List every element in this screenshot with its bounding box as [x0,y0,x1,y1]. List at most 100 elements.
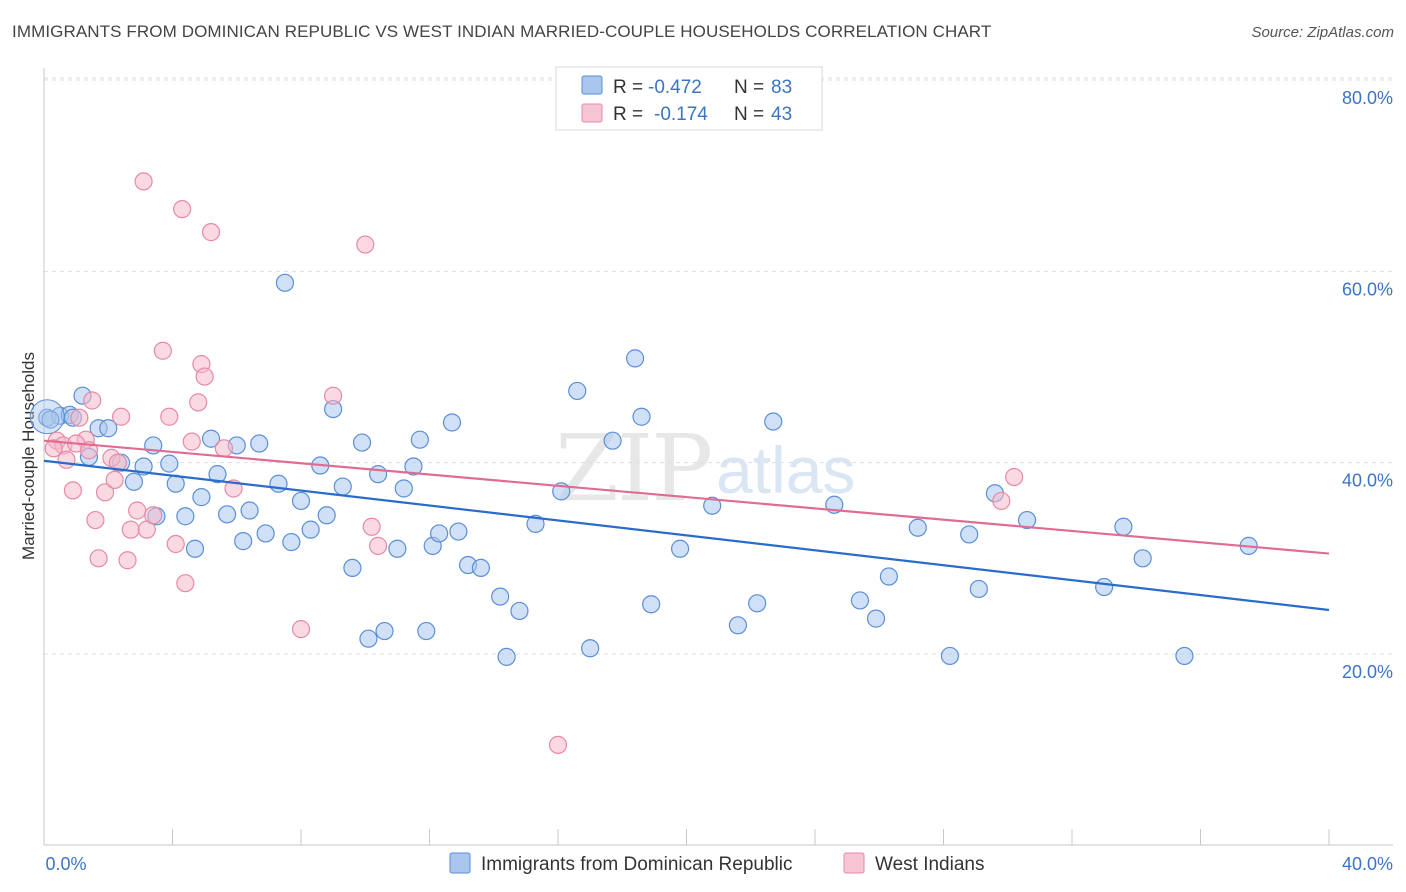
point-dominican-36 [352,433,372,452]
point-dominican-51 [491,587,510,606]
source-label: Source: ZipAtlas.com [1251,24,1394,41]
trend-line-west-indian [43,439,1330,555]
point-dominican-64 [728,616,748,635]
correlation-legend: R = -0.472 N = 83 R = -0.174 N = 43 [555,66,823,131]
legend-r-label-pink: R = [613,104,643,125]
point-west-indian-20 [160,407,179,426]
point-dominican-32 [317,506,336,525]
point-west-indian-23 [176,574,195,593]
point-dominican-23 [240,501,259,520]
point-dominican-38 [369,465,388,484]
point-dominican-22 [234,532,253,551]
point-dominican-35 [343,558,362,578]
point-dominican-24 [250,434,269,453]
point-dominican-28 [282,532,301,552]
chart-title: IMMIGRANTS FROM DOMINICAN REPUBLIC VS WE… [12,22,992,41]
point-dominican-43 [410,430,429,449]
point-west-indian-11 [105,470,124,489]
point-west-indian-12 [111,407,131,426]
point-west-indian-29 [214,439,233,458]
point-dominican-20 [218,505,237,524]
point-west-indian-28 [201,223,221,242]
point-west-indian-25 [189,393,208,412]
gridlines [44,77,1393,655]
point-dominican-37 [359,629,378,648]
point-dominican-15 [176,507,195,526]
point-dominican-54 [526,514,545,533]
watermark-atlas: atlas [716,433,855,507]
point-west-indian-39 [108,453,127,472]
point-dominican-80 [1175,646,1194,666]
point-dominican-82 [41,410,60,429]
point-west-indian-15 [128,501,147,520]
point-west-indian-18 [144,506,163,525]
point-dominican-39 [375,621,394,641]
point-west-indian-22 [173,200,192,219]
point-dominican-76 [1017,510,1037,530]
series-legend: Immigrants from Dominican Republic West … [449,852,984,875]
point-west-indian-9 [95,483,115,502]
point-dominican-68 [850,591,870,610]
point-dominican-58 [603,431,622,450]
point-dominican-61 [642,595,661,614]
point-west-indian-21 [166,534,185,554]
point-dominican-18 [201,429,221,448]
point-dominican-53 [497,647,516,666]
point-west-indian-38 [1005,467,1024,487]
x-tick-label-max: 40.0% [1342,854,1393,874]
y-tick-label-80: 80.0% [1342,88,1393,108]
point-west-indian-13 [118,551,137,570]
bottom-legend-swatch-blue [449,852,471,874]
point-dominican-16 [185,539,205,558]
point-dominican-9 [124,472,144,491]
point-west-indian-32 [324,386,343,405]
point-dominican-large [29,399,65,435]
y-axis-ticks: 20.0% 40.0% 60.0% 80.0% [1342,88,1393,682]
legend-n-value-pink: 43 [771,104,792,125]
point-west-indian-27 [195,367,214,386]
legend-swatch-pink [581,103,603,123]
point-west-indian-19 [153,341,172,360]
point-west-indian-6 [83,391,102,410]
point-dominican-60 [632,407,651,426]
point-dominican-52 [510,601,529,621]
point-dominican-27 [275,273,295,292]
y-tick-label-40: 40.0% [1342,471,1393,491]
point-dominican-41 [394,479,413,498]
legend-r-label-blue: R = [613,77,643,98]
legend-r-value-blue: -0.472 [648,77,702,98]
point-dominican-19 [208,465,227,484]
point-west-indian-34 [362,517,381,536]
point-dominican-57 [581,639,600,658]
point-dominican-30 [301,520,320,539]
legend-swatch-blue [581,75,603,95]
point-dominican-70 [879,567,898,586]
point-dominican-77 [1095,577,1114,597]
point-west-indian-35 [369,536,388,555]
point-west-indian-4 [70,408,89,427]
point-dominican-7 [99,419,118,438]
watermark-zip: ZIP [555,415,711,522]
point-dominican-44 [417,621,436,641]
y-axis-title: Married-couple Households [19,352,38,560]
point-dominican-48 [449,522,468,541]
point-dominican-59 [625,349,645,368]
point-dominican-34 [333,477,352,496]
point-west-indian-37 [992,491,1011,511]
x-tick-label-min: 0.0% [45,854,86,874]
point-dominican-78 [1114,517,1133,536]
point-dominican-40 [388,539,407,558]
point-dominican-42 [404,457,423,476]
point-dominican-50 [471,558,490,578]
point-west-indian-16 [134,172,153,191]
legend-r-value-pink: -0.174 [654,104,708,125]
point-west-indian-31 [291,620,311,639]
point-dominican-56 [568,381,587,401]
point-west-indian-41 [44,439,63,458]
point-dominican-79 [1133,549,1152,568]
point-dominican-72 [940,646,960,666]
series-west-indians [44,172,1024,754]
point-west-indian-14 [121,520,140,539]
point-dominican-65 [748,594,767,613]
